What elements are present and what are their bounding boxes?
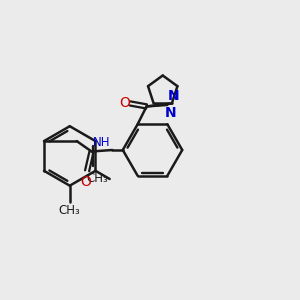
Text: CH₃: CH₃ xyxy=(59,203,81,217)
Text: O: O xyxy=(80,175,91,189)
Text: O: O xyxy=(119,97,130,110)
Text: CH₃: CH₃ xyxy=(86,172,108,185)
Text: N: N xyxy=(168,89,180,103)
Text: NH: NH xyxy=(93,136,111,149)
Text: N: N xyxy=(164,106,176,120)
